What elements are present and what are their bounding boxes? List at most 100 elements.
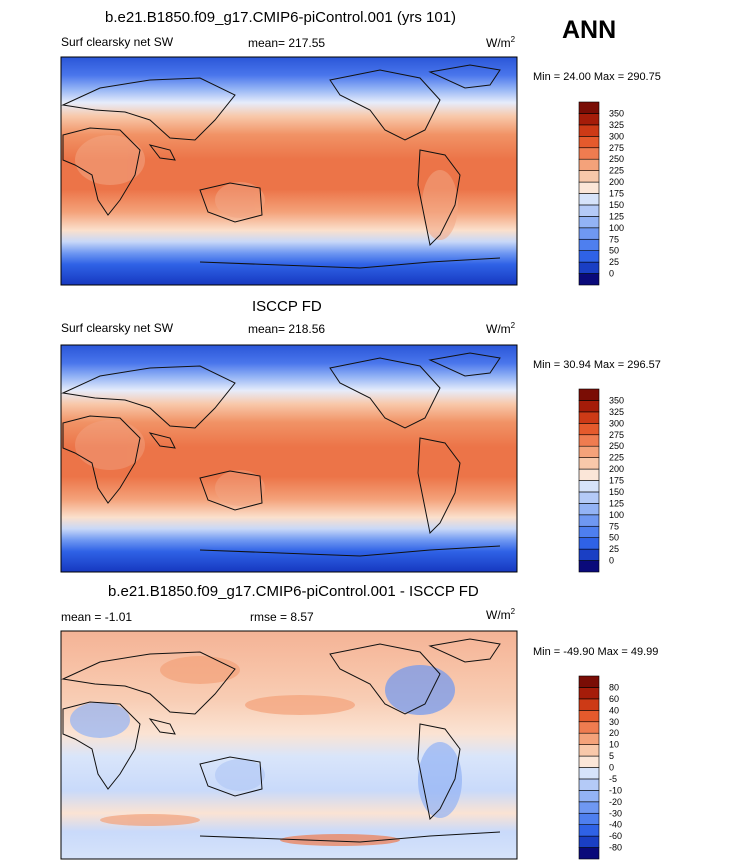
rmse-stat-diff: rmse = 8.57	[250, 610, 314, 624]
colorbar-tick-label: 100	[609, 223, 624, 233]
panel-title-model: b.e21.B1850.f09_g17.CMIP6-piControl.001 …	[105, 9, 457, 26]
colorbar-swatch	[578, 675, 600, 688]
minmax-diff: Min = -49.90 Max = 49.99	[533, 646, 659, 658]
colorbar-swatch	[578, 250, 600, 263]
colorbar-swatch	[578, 101, 600, 114]
colorbar-tick-label: 0	[609, 763, 614, 773]
colorbar-swatch	[578, 847, 600, 860]
minmax-model: Min = 24.00 Max = 290.75	[533, 71, 661, 83]
colorbar-tick-label: 75	[609, 234, 619, 244]
colorbar-swatch	[578, 812, 600, 825]
colorbar-tick-label: 125	[609, 498, 624, 508]
colorbar-tick-label: 10	[609, 740, 619, 750]
colorbar-tick-label: 225	[609, 166, 624, 176]
mean-value: 217.55	[288, 36, 326, 50]
colorbar-tick-label: 225	[609, 453, 624, 463]
colorbar-tick-label: 200	[609, 177, 624, 187]
colorbar-tick-label: 40	[609, 705, 619, 715]
colorbar-tick-label: 300	[609, 418, 624, 428]
colorbar-swatch	[578, 525, 600, 538]
colorbar-tick-label: 325	[609, 120, 624, 130]
colorbar-tick-label: 250	[609, 441, 624, 451]
colorbar-swatch	[578, 514, 600, 527]
colorbar-tick-label: 150	[609, 200, 624, 210]
colorbar-tick-label: -30	[609, 808, 622, 818]
colorbar-swatch	[578, 124, 600, 137]
colorbar-tick-label: 125	[609, 211, 624, 221]
colorbar-swatch	[578, 181, 600, 194]
colorbar-swatch	[578, 548, 600, 561]
minmax-obs: Min = 30.94 Max = 296.57	[533, 359, 661, 371]
colorbar-tick-label: 325	[609, 407, 624, 417]
colorbar-tick-label: -20	[609, 797, 622, 807]
colorbar-swatch	[578, 491, 600, 504]
colorbar-swatch	[578, 113, 600, 126]
colorbar-tick-label: 50	[609, 246, 619, 256]
colorbar-swatch	[578, 170, 600, 183]
colorbar-swatch	[578, 721, 600, 734]
colorbar-swatch	[578, 227, 600, 240]
colorbar-tick-label: 30	[609, 717, 619, 727]
colorbar-tick-label: -40	[609, 820, 622, 830]
mean-stat-obs: mean= 218.56	[248, 322, 326, 336]
units-label-diff: W/m2	[486, 607, 516, 622]
colorbar-tick-label: -80	[609, 843, 622, 853]
colorbar-tick-label: 350	[609, 395, 624, 405]
colorbar-swatch	[578, 698, 600, 711]
colorbar-tick-label: 175	[609, 189, 624, 199]
season-label: ANN	[562, 16, 617, 44]
colorbar-swatch	[578, 273, 600, 286]
colorbar-swatch	[578, 778, 600, 791]
colorbar-swatch	[578, 755, 600, 768]
colorbar-tick-label: 275	[609, 430, 624, 440]
colorbar-tick-label: 100	[609, 510, 624, 520]
colorbar-tick-label: 50	[609, 533, 619, 543]
colorbar-swatch	[578, 835, 600, 848]
colorbar-tick-label: 0	[609, 269, 614, 279]
colorbar-swatch	[578, 136, 600, 149]
colorbar-swatch	[578, 193, 600, 206]
colorbar-tick-label: -60	[609, 831, 622, 841]
colorbar-swatch	[578, 744, 600, 757]
colorbar-tick-label: 200	[609, 464, 624, 474]
colorbar-tick-label: 350	[609, 108, 624, 118]
colorbar-swatch	[578, 732, 600, 745]
colorbar-tick-label: 60	[609, 694, 619, 704]
colorbar-swatch	[578, 147, 600, 160]
map-model	[60, 56, 518, 286]
colorbar-swatch	[578, 710, 600, 723]
colorbar-tick-label: 175	[609, 476, 624, 486]
mean-stat-diff: mean = -1.01	[61, 610, 133, 624]
colorbar-tick-label: 25	[609, 544, 619, 554]
variable-label-model: Surf clearsky net SW	[61, 35, 174, 49]
colorbar-swatch	[578, 503, 600, 516]
units-label-obs: W/m2	[486, 321, 516, 336]
colorbar-tick-label: 250	[609, 154, 624, 164]
variable-label-obs: Surf clearsky net SW	[61, 321, 174, 335]
map-obs	[60, 344, 518, 573]
colorbar-swatch	[578, 468, 600, 481]
colorbar-tick-label: 300	[609, 131, 624, 141]
colorbar-tick-label: 25	[609, 257, 619, 267]
mean-stat-model: mean= 217.55	[248, 36, 325, 50]
mean-label: mean=	[248, 36, 286, 50]
colorbar-swatch	[578, 423, 600, 436]
colorbar-swatch	[578, 411, 600, 424]
colorbar-tick-label: 5	[609, 751, 614, 761]
colorbar-swatch	[578, 238, 600, 251]
colorbar-swatch	[578, 457, 600, 470]
colorbar-swatch	[578, 560, 600, 573]
colorbar-swatch	[578, 388, 600, 401]
colorbar-tick-label: -10	[609, 785, 622, 795]
colorbar-tick-label: 75	[609, 521, 619, 531]
colorbar-tick-label: 150	[609, 487, 624, 497]
colorbar-swatch	[578, 687, 600, 700]
colorbar-swatch	[578, 537, 600, 550]
colorbar-tick-label: 20	[609, 728, 619, 738]
colorbar-swatch	[578, 767, 600, 780]
panel-title-obs: ISCCP FD	[252, 298, 322, 315]
colorbar-swatch	[578, 261, 600, 274]
